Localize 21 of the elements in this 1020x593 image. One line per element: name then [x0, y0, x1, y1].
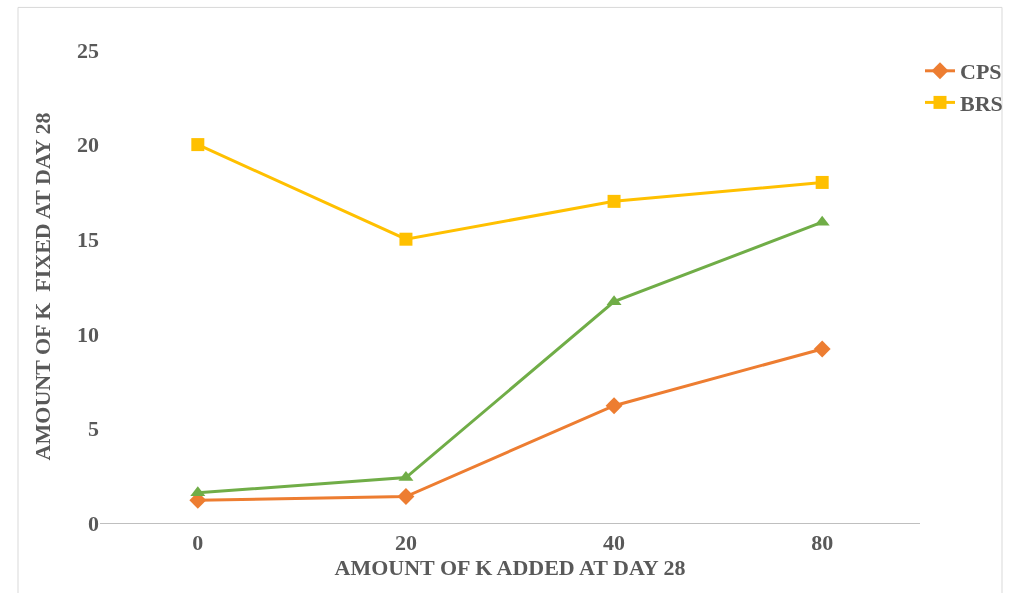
legend-label: CPS: [960, 59, 1002, 85]
y-tick-label: 20: [77, 132, 99, 158]
y-tick-label: 5: [88, 416, 99, 442]
x-tick-label: 80: [811, 530, 834, 556]
point: [607, 194, 621, 208]
point: [813, 340, 831, 358]
point: [815, 175, 829, 189]
y-tick-label: 0: [88, 510, 99, 536]
legend-label: BRS: [960, 90, 1003, 116]
point: [397, 488, 415, 505]
point: [191, 138, 205, 152]
point: [605, 397, 623, 415]
x-tick-label: 20: [394, 530, 417, 556]
y-tick-label: 10: [77, 321, 99, 347]
y-tick-label: 15: [77, 226, 99, 252]
point: [399, 232, 413, 246]
x-axis-title: AMOUNT OF K ADDED AT DAY 28: [334, 555, 686, 581]
x-tick-label: 40: [603, 530, 626, 556]
y-axis-title: AMOUNT OF K FIXED AT DAY 28: [29, 112, 55, 461]
y-tick-label: 25: [77, 37, 99, 63]
x-tick-label: 0: [192, 530, 204, 556]
